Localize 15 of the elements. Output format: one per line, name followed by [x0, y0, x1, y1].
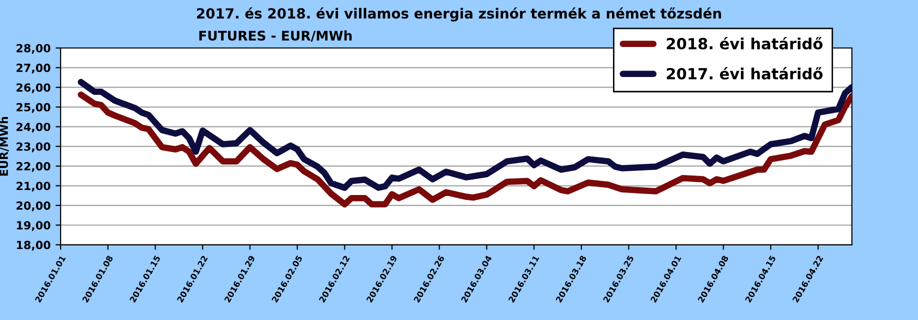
y-tick-label: 26,00: [16, 83, 50, 94]
y-tick-label: 20,00: [16, 201, 50, 212]
y-tick-label: 21,00: [16, 182, 50, 192]
chart-subtitle: FUTURES - EUR/MWh: [199, 30, 352, 42]
y-tick-label: 25,00: [16, 103, 50, 113]
y-tick-label: 24,00: [16, 122, 50, 133]
y-tick-label: 18,00: [16, 240, 50, 251]
y-tick-label: 19,00: [16, 221, 50, 231]
y-tick-label: 27,00: [16, 64, 50, 74]
chart-title: 2017. és 2018. évi villamos energia zsinór termék a német tőzsdén: [197, 7, 722, 22]
legend-label: 2018. évi határidő: [666, 36, 823, 50]
y-tick-label: 22,00: [16, 162, 50, 172]
y-tick-label: 23,00: [16, 142, 50, 152]
y-tick-label: 28,00: [16, 44, 50, 54]
legend-label: 2017. évi határidő: [666, 67, 823, 80]
